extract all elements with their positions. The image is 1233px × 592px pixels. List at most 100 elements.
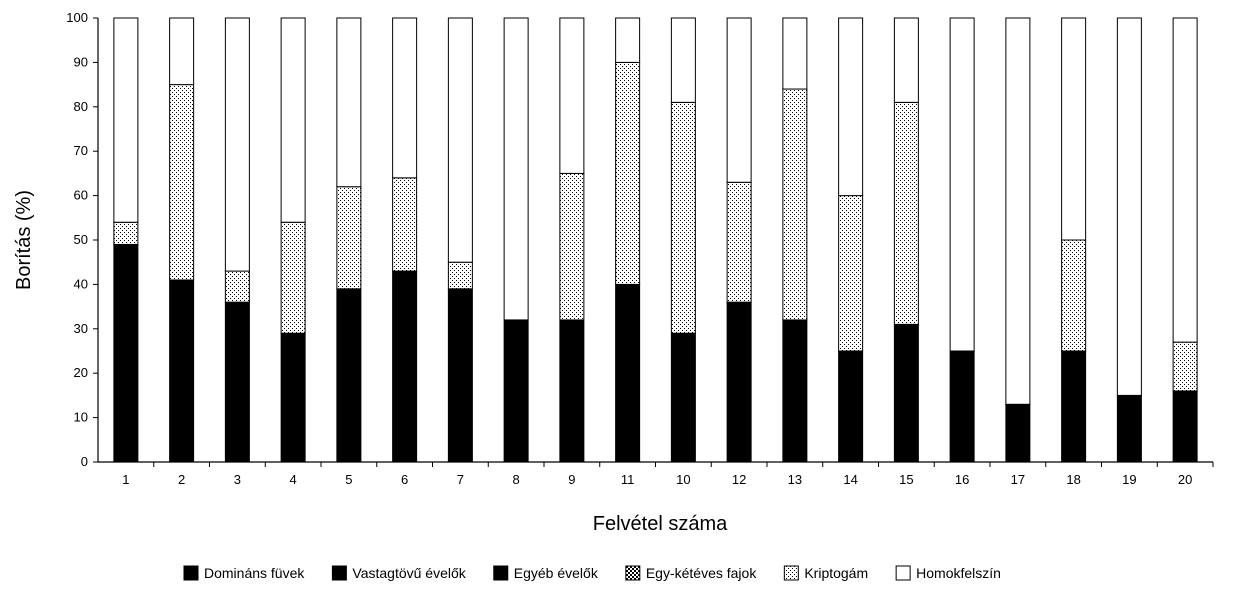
bar-segment	[726, 301, 752, 463]
x-tick-label: 2	[178, 472, 185, 487]
bar-segment	[1116, 17, 1142, 396]
y-axis-title: Borítás (%)	[13, 190, 35, 290]
bar-segment	[615, 283, 641, 463]
x-tick-label: 1	[122, 472, 129, 487]
legend-item: Kriptogám	[783, 565, 868, 581]
bar-segment	[280, 221, 306, 334]
bar-segment	[893, 17, 919, 103]
x-tick-label: 5	[345, 472, 352, 487]
bar-stack	[838, 17, 864, 463]
legend-label: Egyéb évelők	[514, 565, 599, 581]
x-tick-label: 9	[568, 472, 575, 487]
bar-segment	[503, 319, 529, 463]
x-tick-label: 4	[290, 472, 297, 487]
bar-segment	[1172, 390, 1198, 463]
x-tick-label: 15	[899, 472, 913, 487]
bars	[113, 17, 1198, 463]
x-tick-label: 18	[1066, 472, 1080, 487]
x-tick-label: 6	[401, 472, 408, 487]
legend-item: Vastagtövű évelők	[331, 565, 467, 581]
bar-segment	[224, 270, 250, 303]
y-tick-label: 100	[66, 10, 88, 25]
x-axis-title: Felvétel száma	[593, 513, 728, 535]
x-tick-label: 20	[1178, 472, 1192, 487]
bar-segment	[169, 279, 195, 463]
bar-stack	[1005, 17, 1031, 463]
bar-segment	[838, 350, 864, 463]
bar-segment	[1116, 394, 1142, 463]
bar-segment	[224, 301, 250, 463]
bar-segment	[615, 61, 641, 285]
legend-item: Egy-kétéves fajok	[625, 565, 757, 581]
bar-segment	[726, 181, 752, 303]
bar-segment	[559, 319, 585, 463]
legend-item: Homokfelszín	[895, 565, 1001, 581]
bar-stack	[559, 17, 585, 463]
bar-segment	[949, 17, 975, 352]
bar-stack	[615, 17, 641, 463]
bar-stack	[447, 17, 473, 463]
bar-segment	[893, 101, 919, 325]
y-tick-label: 30	[74, 321, 88, 336]
y-tick-label: 40	[74, 276, 88, 291]
bar-stack	[782, 17, 808, 463]
legend-item: Egyéb évelők	[493, 565, 599, 581]
bar-segment	[1061, 239, 1087, 352]
bar-segment	[280, 17, 306, 223]
bar-segment	[670, 101, 696, 334]
bar-segment	[169, 84, 195, 281]
bar-segment	[1061, 17, 1087, 241]
bar-segment	[670, 332, 696, 463]
bar-segment	[838, 195, 864, 352]
bar-segment	[726, 17, 752, 183]
x-tick-label: 14	[843, 472, 857, 487]
bar-stack	[726, 17, 752, 463]
bar-segment	[113, 243, 139, 463]
y-tick-label: 80	[74, 99, 88, 114]
x-tick-label: 10	[676, 472, 690, 487]
legend-swatch	[895, 565, 911, 581]
legend-swatch	[331, 565, 347, 581]
bar-segment	[113, 221, 139, 245]
bar-segment	[392, 177, 418, 272]
bar-segment	[893, 323, 919, 463]
bar-segment	[503, 17, 529, 321]
bar-stack	[1061, 17, 1087, 463]
legend-swatch	[493, 565, 509, 581]
x-tick-label: 12	[732, 472, 746, 487]
bar-stack	[1116, 17, 1142, 463]
bar-segment	[447, 261, 473, 290]
bar-stack	[949, 17, 975, 463]
bar-segment	[336, 288, 362, 463]
bar-segment	[615, 17, 641, 63]
x-tick-label: 17	[1011, 472, 1025, 487]
x-tick-label: 13	[788, 472, 802, 487]
bar-segment	[113, 17, 139, 223]
x-tick-label: 16	[955, 472, 969, 487]
y-tick-label: 60	[74, 188, 88, 203]
legend-label: Vastagtövű évelők	[352, 565, 466, 581]
bar-segment	[336, 186, 362, 290]
bar-segment	[782, 17, 808, 90]
bar-segment	[1172, 341, 1198, 392]
bar-stack	[1172, 17, 1198, 463]
bar-segment	[782, 319, 808, 463]
x-ticks: 1 2 3 4 5 6 7 8 9 11 10 12 13 14 15 16 17 18 19 20	[122, 462, 1214, 487]
bar-segment	[392, 270, 418, 463]
x-tick-label: 7	[457, 472, 464, 487]
legend-label: Kriptogám	[804, 565, 868, 581]
legend-item: Domináns füvek	[183, 565, 305, 581]
legend-label: Egy-kétéves fajok	[646, 565, 757, 581]
x-tick-label: 19	[1122, 472, 1136, 487]
bar-segment	[447, 17, 473, 263]
legend-swatch	[183, 565, 199, 581]
bar-stack	[336, 17, 362, 463]
bar-segment	[559, 17, 585, 174]
x-tick-label: 8	[513, 472, 520, 487]
y-tick-label: 90	[74, 54, 88, 69]
y-ticks: 0 10 20 30 40 50 60 70 80 90 100	[66, 10, 98, 469]
bar-segment	[447, 288, 473, 463]
bar-segment	[670, 17, 696, 103]
x-tick-label: 11	[621, 472, 635, 487]
